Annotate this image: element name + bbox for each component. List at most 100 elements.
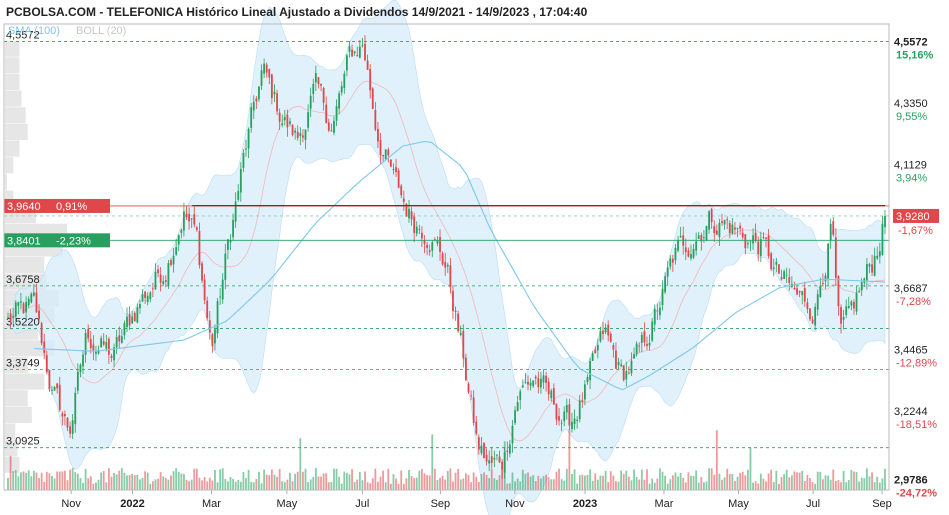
right-axis-value: 4,1129 [894, 160, 927, 172]
candle-body [270, 74, 273, 99]
volume-bar [772, 482, 775, 490]
volume-bar [524, 473, 527, 490]
volume-bar [477, 481, 480, 490]
volume-bar [550, 479, 553, 490]
candle-body [232, 219, 234, 238]
volume-bar [563, 480, 566, 490]
volume-bar [211, 480, 214, 490]
volume-bar [514, 481, 516, 490]
candle [97, 345, 100, 355]
candle [506, 441, 509, 461]
candle-body [40, 323, 43, 344]
candle [568, 398, 571, 431]
candle [123, 320, 126, 340]
candle [503, 446, 506, 479]
candle-body [113, 347, 115, 361]
volume-bar [612, 475, 615, 490]
candle-body [71, 420, 74, 434]
volume-bar [796, 472, 798, 490]
volume-bar [695, 470, 698, 490]
candle-body [783, 271, 786, 279]
candle-body [584, 384, 586, 400]
volume-bar [115, 474, 118, 490]
candle-body [661, 288, 664, 306]
price-tags: 3,9640 0,91% 3,8401 -2,23% [4, 198, 110, 248]
price-tag: 3,8401 -2,23% [4, 233, 110, 248]
candle [602, 321, 604, 340]
volume-bar [193, 468, 196, 490]
candle-body [765, 237, 767, 239]
candle [811, 316, 814, 325]
candle-body [30, 293, 33, 303]
volume-bar [30, 476, 33, 490]
volume-bar [744, 475, 747, 490]
candle-body [439, 237, 441, 253]
volume-bar [105, 482, 108, 490]
candle-body [710, 209, 713, 223]
volume-profile-bar [5, 90, 22, 107]
candle-body [17, 301, 20, 307]
volume-bar [421, 469, 423, 490]
candle [550, 388, 553, 402]
x-tick-label: Mar [655, 498, 674, 510]
candle-body [767, 235, 770, 257]
candle [591, 351, 594, 361]
candle [834, 228, 837, 287]
volume-bar [765, 481, 767, 490]
volume-profile-bar [5, 390, 28, 407]
volume-bar [25, 472, 28, 490]
volume-bar [320, 476, 322, 490]
candle [348, 41, 351, 58]
volume-bar [627, 476, 630, 490]
volume-bar [428, 475, 431, 490]
sma-100-line [34, 140, 886, 391]
volume-bar [630, 480, 633, 490]
candle-body [25, 301, 28, 313]
volume-bar [180, 473, 183, 490]
volume-bar [568, 429, 571, 490]
volume-bar [485, 474, 488, 490]
candle [537, 371, 540, 394]
candle [734, 222, 736, 235]
volume-bar [107, 468, 110, 490]
legend-sma[interactable]: SMA (100) [8, 25, 60, 37]
candle-body [377, 129, 379, 142]
volume-bar [190, 479, 193, 490]
volume-bar [102, 470, 105, 490]
volume-bar [602, 475, 604, 490]
candle-body [188, 213, 190, 222]
candle [599, 326, 602, 343]
volume-bar [273, 474, 276, 490]
legend-boll[interactable]: BOLL (20) [76, 25, 126, 37]
candle [30, 292, 33, 304]
candle-body [389, 159, 392, 167]
candle [684, 238, 687, 260]
candle-body [7, 316, 9, 318]
candle-body [734, 227, 736, 230]
volume-bar [333, 468, 335, 490]
candle [627, 366, 630, 375]
candle [659, 301, 661, 320]
candle [464, 353, 467, 381]
candle-body [371, 88, 374, 109]
candle-body [102, 341, 105, 345]
volume-bar [690, 475, 692, 490]
candle-body [219, 296, 222, 298]
volume-bar [382, 470, 385, 490]
candle-body [133, 312, 136, 322]
candle [708, 210, 710, 234]
candle-body [622, 365, 625, 381]
candle-body [514, 410, 516, 424]
candle-body [739, 225, 742, 229]
candle-body [343, 73, 346, 89]
volume-bar [219, 469, 222, 490]
candle-body [803, 288, 806, 302]
candle [74, 387, 77, 433]
volume-bar [648, 483, 651, 490]
candle [201, 261, 203, 284]
candle [762, 232, 765, 240]
candle [374, 101, 377, 132]
right-axis-pct: 15,16% [896, 49, 934, 61]
candle-body [576, 419, 579, 422]
